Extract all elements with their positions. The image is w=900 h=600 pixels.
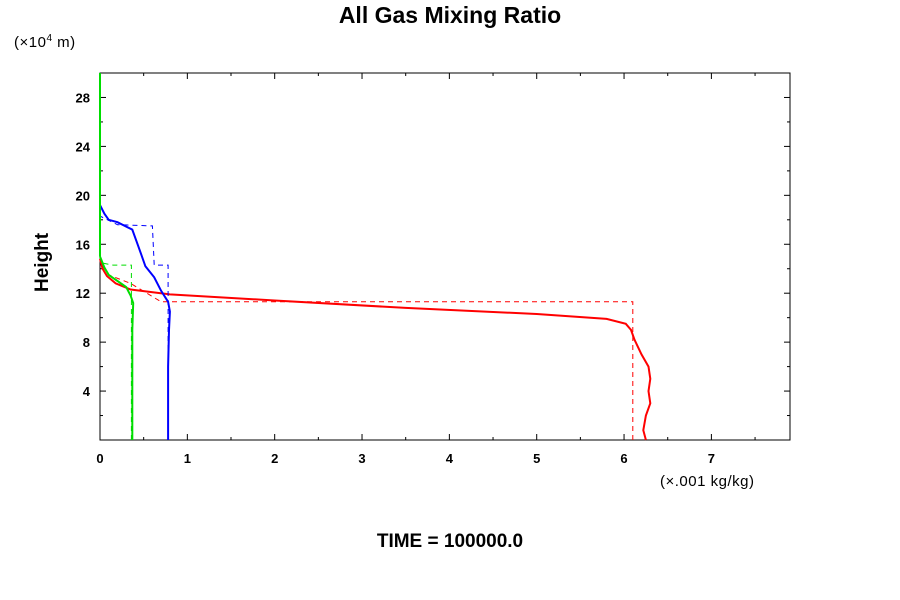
x-tick-label: 3 — [358, 451, 365, 466]
chart-title: All Gas Mixing Ratio — [338, 2, 562, 28]
series-line-2 — [99, 262, 634, 440]
x-tick-label: 7 — [708, 451, 715, 466]
x-tick-label: 6 — [620, 451, 627, 466]
x-tick-label: 1 — [184, 451, 191, 466]
y-unit-suffix: m) — [52, 34, 76, 51]
series-line-6 — [99, 262, 132, 440]
y-tick-label: 24 — [76, 139, 91, 154]
plot-frame — [99, 72, 791, 441]
y-unit-exponent: 4 — [46, 33, 53, 44]
series-line-1 — [99, 258, 652, 441]
x-tick-label: 2 — [271, 451, 278, 466]
y-tick-label: 4 — [83, 384, 91, 399]
x-tick-label: 4 — [446, 451, 454, 466]
data-series — [99, 73, 652, 441]
time-label: TIME = 100000.0 — [376, 531, 524, 552]
series-line-5 — [99, 256, 135, 440]
x-axis-unit: (×.001 kg/kg) — [660, 473, 755, 490]
y-tick-label: 12 — [76, 286, 90, 301]
y-axis-unit: (×104 m) — [14, 33, 76, 51]
y-tick-label: 8 — [83, 335, 90, 350]
x-tick-label: 5 — [533, 451, 540, 466]
series-line-4 — [99, 215, 169, 440]
x-tick-label: 0 — [96, 451, 103, 466]
y-tick-label: 16 — [76, 237, 90, 252]
y-tick-label: 28 — [76, 90, 90, 105]
series-line-3 — [99, 204, 171, 440]
y-unit-prefix: (×10 — [14, 34, 47, 51]
y-tick-label: 20 — [76, 188, 90, 203]
